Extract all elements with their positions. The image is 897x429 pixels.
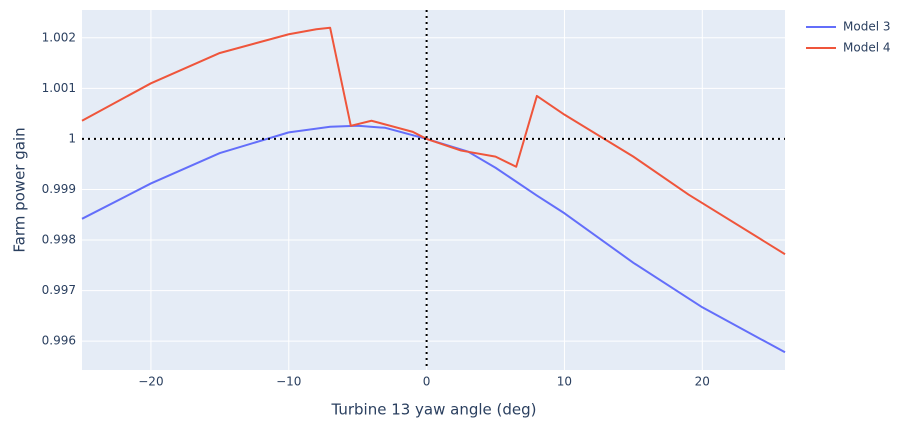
x-tick-label: 20 [695,375,710,389]
y-tick-label: 1.002 [42,30,76,44]
y-tick-label: 0.996 [42,334,76,348]
y-tick-label: 1 [68,131,76,145]
y-tick-label: 0.999 [42,182,76,196]
x-tick-label: −10 [276,375,301,389]
y-tick-label: 0.997 [42,283,76,297]
y-tick-label: 1.001 [42,81,76,95]
x-tick-label: 0 [423,375,431,389]
x-tick-label: 10 [557,375,572,389]
series-line [81,26,786,256]
plot-area [82,10,785,370]
x-tick-label: −20 [138,375,163,389]
x-axis-title: Turbine 13 yaw angle (deg) [330,401,536,419]
legend-label[interactable]: Model 4 [843,41,890,55]
y-axis-title: Farm power gain [11,127,29,252]
y-tick-label: 0.998 [42,233,76,247]
legend-label[interactable]: Model 3 [843,20,890,34]
